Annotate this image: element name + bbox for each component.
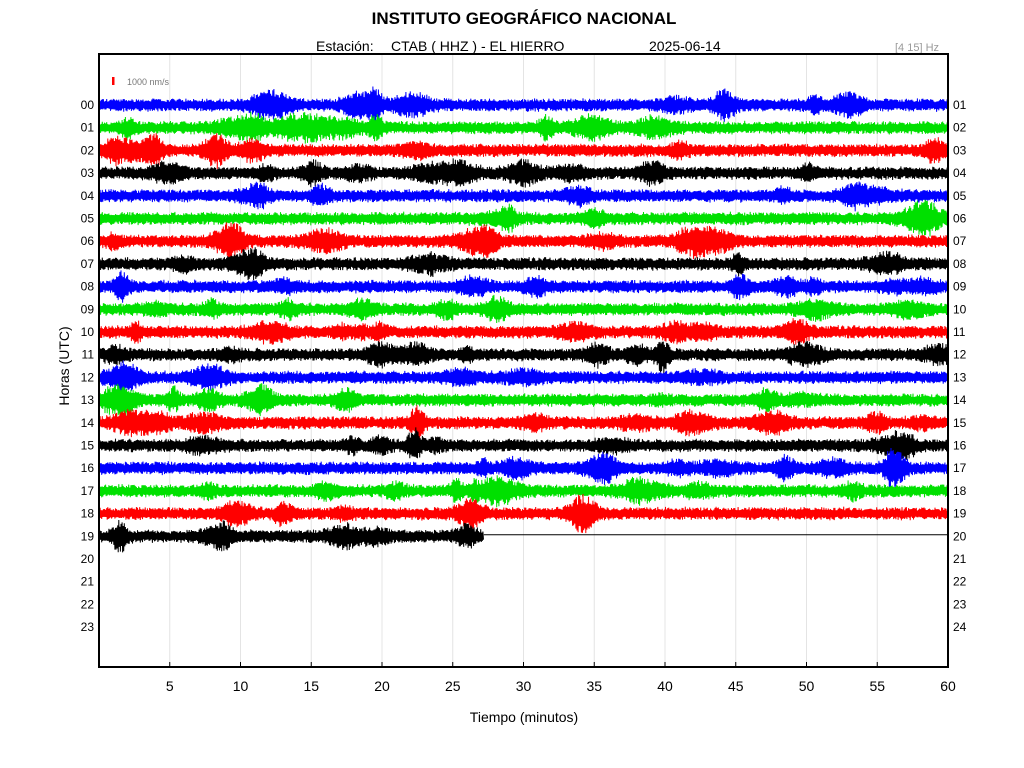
x-tick-label: 45 — [728, 678, 744, 694]
x-tick-label: 50 — [799, 678, 815, 694]
hour-label-right: 05 — [953, 189, 967, 203]
hour-label-left: 11 — [82, 348, 95, 362]
x-tick-label: 10 — [233, 678, 249, 694]
x-tick-label: 5 — [166, 678, 174, 694]
hour-label-right: 17 — [953, 461, 967, 475]
trace-hour-19 — [98, 519, 484, 553]
hour-label-right: 23 — [953, 597, 967, 611]
scale-label: 1000 nm/s — [127, 77, 170, 87]
trace-hour-02 — [98, 133, 949, 170]
x-tick-label: 15 — [303, 678, 319, 694]
hour-label-right: 18 — [953, 484, 967, 498]
trace-hour-15 — [98, 427, 949, 462]
station-name: CTAB ( HHZ ) - EL HIERRO — [391, 38, 565, 54]
hour-label-right: 15 — [953, 416, 967, 430]
scale-bar — [112, 77, 115, 85]
hour-label-right: 10 — [953, 302, 967, 316]
trace-hour-03 — [98, 158, 949, 188]
hour-label-right: 04 — [953, 166, 967, 180]
hour-label-right: 11 — [953, 325, 966, 339]
chart-title: INSTITUTO GEOGRÁFICO NACIONAL — [371, 9, 677, 28]
hour-label-left: 21 — [81, 575, 95, 589]
x-tick-label: 55 — [869, 678, 885, 694]
hour-label-right: 19 — [953, 507, 967, 521]
x-tick-label: 30 — [516, 678, 532, 694]
hour-label-left: 01 — [81, 121, 95, 135]
trace-hour-01 — [98, 111, 949, 144]
trace-hour-17 — [98, 475, 949, 508]
hour-label-right: 01 — [953, 98, 967, 112]
trace-hour-16 — [98, 447, 949, 490]
hour-label-right: 13 — [953, 370, 967, 384]
hour-label-right: 22 — [953, 575, 967, 589]
x-axis-label: Tiempo (minutos) — [469, 709, 579, 725]
hour-label-left: 14 — [81, 416, 95, 430]
hour-label-right: 21 — [953, 552, 967, 566]
hour-label-right: 14 — [953, 393, 967, 407]
trace-hour-10 — [98, 318, 949, 346]
trace-hour-04 — [98, 181, 949, 212]
station-label: Estación: — [316, 38, 374, 54]
x-tick-label: 20 — [374, 678, 390, 694]
trace-hour-08 — [98, 270, 949, 303]
record-date: 2025-06-14 — [649, 38, 721, 54]
trace-hour-00 — [98, 86, 949, 124]
x-tick-label: 40 — [657, 678, 673, 694]
trace-hour-07 — [98, 247, 949, 281]
hour-label-right: 12 — [953, 348, 967, 362]
hour-label-left: 10 — [81, 325, 95, 339]
trace-hour-13 — [98, 383, 949, 418]
hour-label-right: 08 — [953, 257, 967, 271]
hour-label-right: 09 — [953, 280, 967, 294]
trace-hour-11 — [98, 341, 949, 374]
hour-label-left: 15 — [81, 439, 95, 453]
hour-label-right: 06 — [953, 212, 967, 226]
hour-label-left: 04 — [81, 189, 95, 203]
hour-label-left: 17 — [81, 484, 95, 498]
hour-label-left: 02 — [81, 143, 95, 157]
hour-label-right: 03 — [953, 143, 967, 157]
hour-label-left: 08 — [81, 280, 95, 294]
x-tick-label: 60 — [940, 678, 956, 694]
hour-label-left: 16 — [81, 461, 95, 475]
hour-label-left: 00 — [81, 98, 95, 112]
hour-label-right: 02 — [953, 121, 967, 135]
trace-hour-09 — [98, 294, 949, 324]
trace-hour-12 — [98, 360, 949, 398]
hour-label-left: 18 — [81, 507, 95, 521]
trace-hour-14 — [98, 405, 949, 440]
hour-label-right: 16 — [953, 439, 967, 453]
hour-label-left: 07 — [81, 257, 95, 271]
hour-label-left: 06 — [81, 234, 95, 248]
filter-band: [4 15] Hz — [895, 42, 940, 54]
trace-hour-05 — [98, 199, 949, 237]
trace-hour-06 — [98, 222, 949, 261]
x-tick-label: 25 — [445, 678, 461, 694]
x-tick-label: 35 — [586, 678, 602, 694]
hour-label-right: 07 — [953, 234, 967, 248]
hour-label-left: 23 — [81, 620, 95, 634]
hour-label-left: 20 — [81, 552, 95, 566]
hour-label-right: 24 — [953, 620, 967, 634]
hour-label-left: 22 — [81, 597, 95, 611]
hour-label-left: 03 — [81, 166, 95, 180]
trace-hour-18 — [98, 493, 949, 534]
hour-label-left: 09 — [81, 302, 95, 316]
hour-label-left: 12 — [81, 370, 95, 384]
hour-label-left: 13 — [81, 393, 95, 407]
hour-label-left: 19 — [81, 529, 95, 543]
hour-label-right: 20 — [953, 529, 967, 543]
hour-label-left: 05 — [81, 212, 95, 226]
